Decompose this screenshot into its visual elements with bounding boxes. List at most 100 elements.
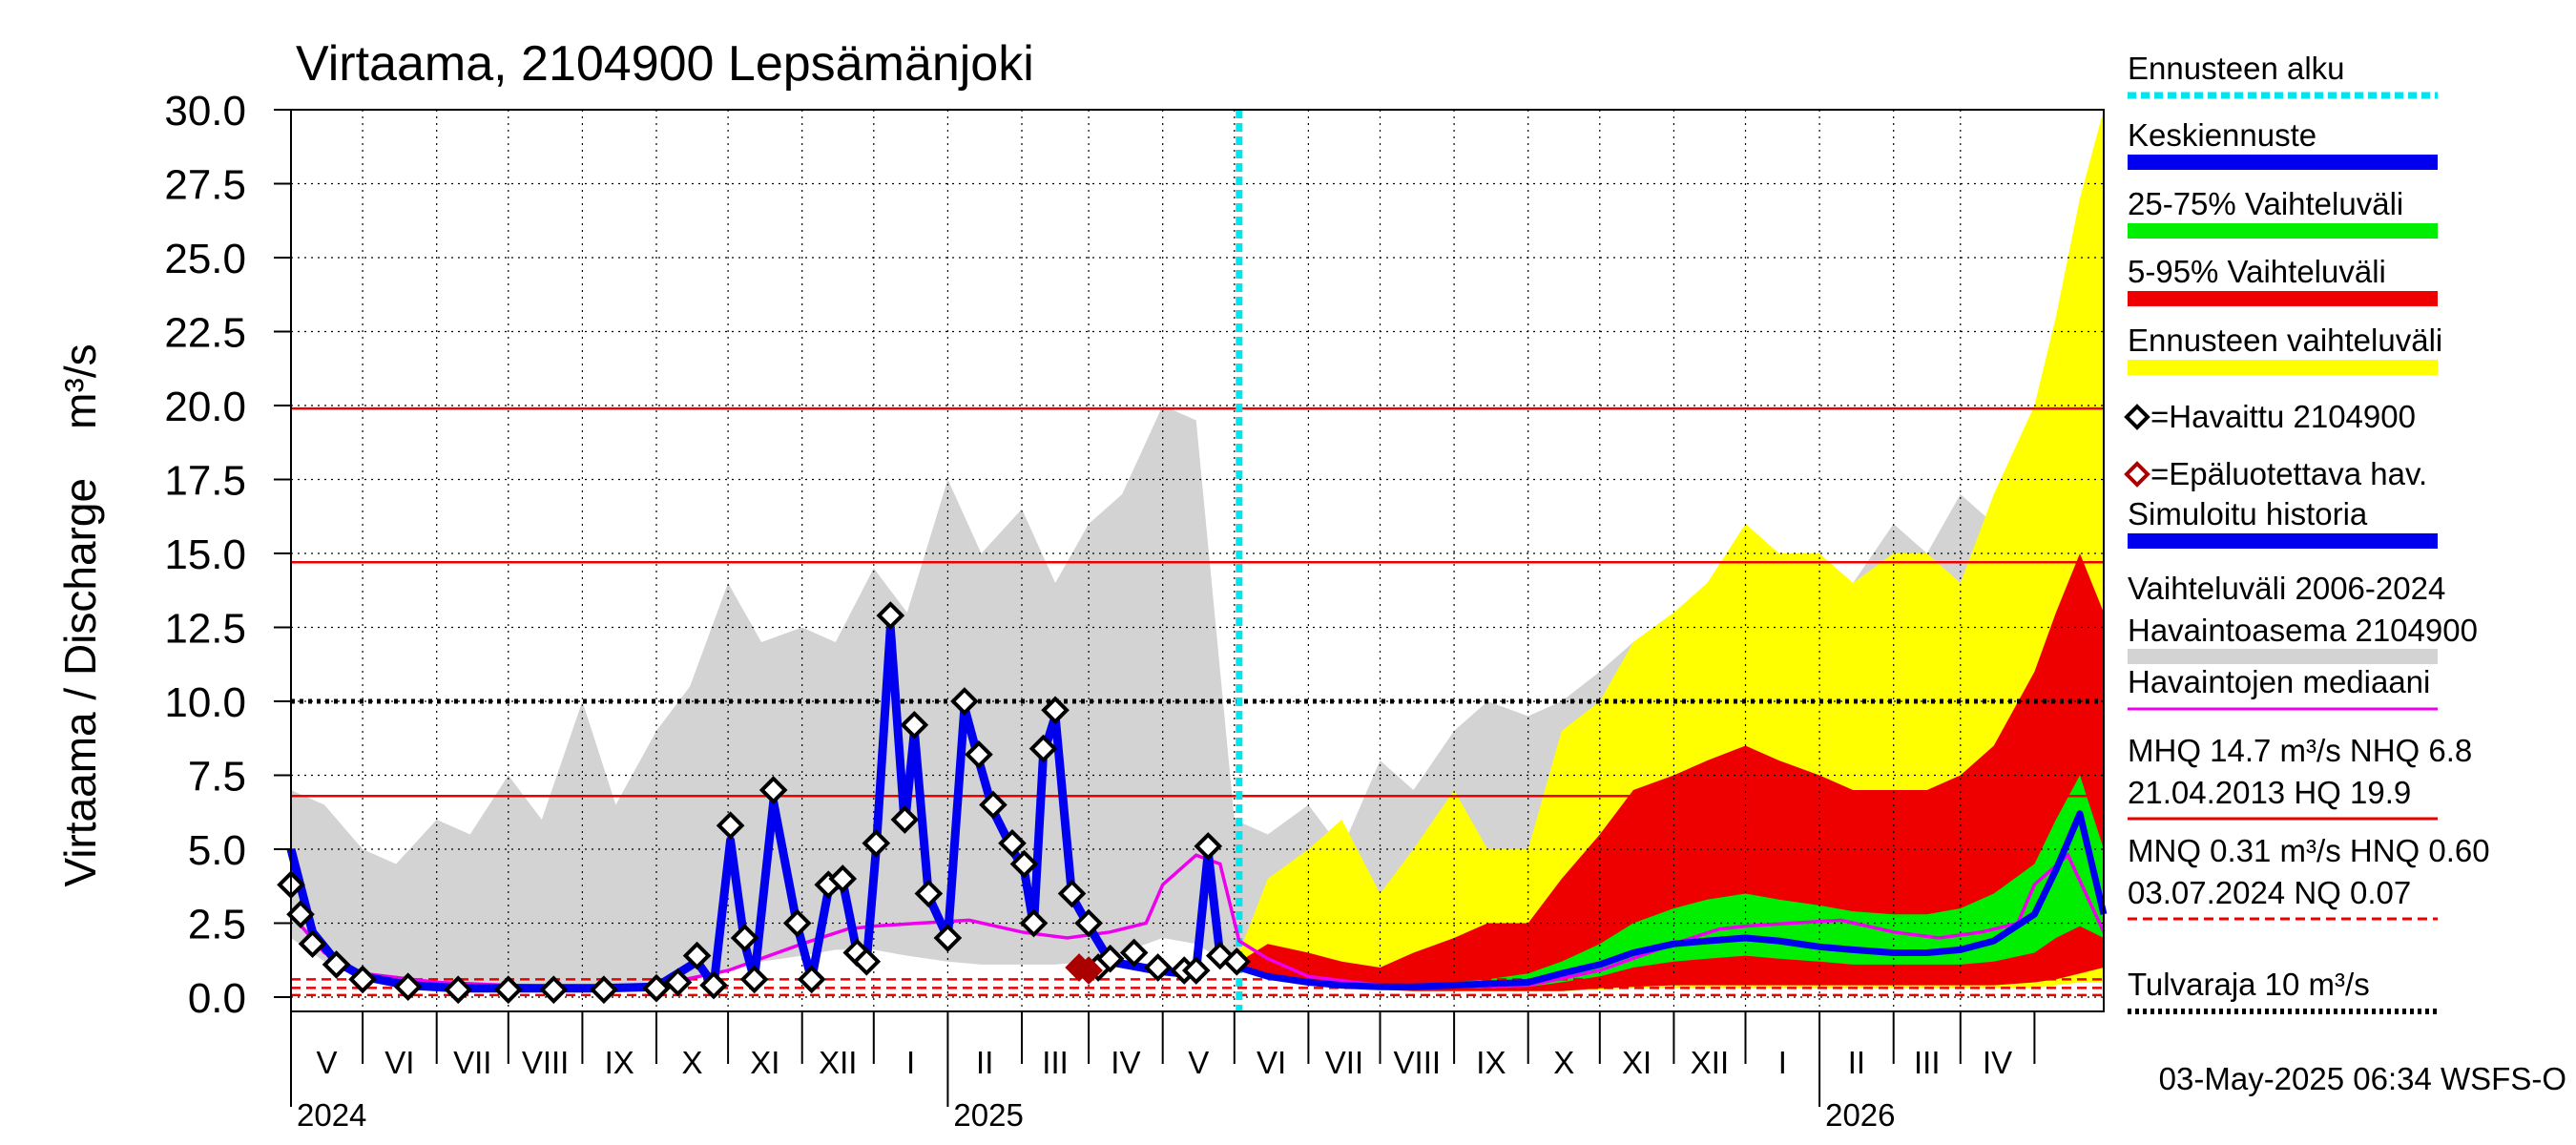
observed-points-layer (277, 601, 1252, 1005)
observed-point (1095, 944, 1125, 973)
month-label: IX (1476, 1045, 1506, 1080)
month-label: II (976, 1045, 993, 1080)
month-label: VII (1325, 1045, 1363, 1080)
month-label: III (1042, 1045, 1069, 1080)
legend-label-secondary: Havaintoasema 2104900 (2128, 613, 2478, 648)
observed-point (950, 687, 979, 716)
observed-point (348, 965, 377, 994)
month-label: IV (1983, 1045, 2012, 1080)
legend-label: =Epäluotettava hav. (2150, 456, 2427, 491)
observed-point (444, 975, 473, 1005)
y-tick-label: 12.5 (164, 606, 246, 653)
band-25-75 (1238, 775, 2104, 989)
band-5-95 (1238, 553, 2104, 991)
observed-point (1074, 908, 1103, 938)
legend-label: 5-95% Vaihteluväli (2128, 254, 2386, 289)
observed-point (730, 924, 759, 952)
month-label: XI (1622, 1045, 1652, 1080)
y-tick-label: 22.5 (164, 310, 246, 357)
observed-point (828, 864, 858, 893)
observed-point (758, 776, 788, 804)
month-label: III (1914, 1045, 1941, 1080)
legend-label-secondary: 03.07.2024 NQ 0.07 (2128, 875, 2411, 910)
year-label: 2024 (297, 1097, 366, 1133)
legend-label: 25-75% Vaihteluväli (2128, 186, 2403, 221)
month-label: IX (605, 1045, 634, 1080)
forecast-range-band (1238, 110, 2104, 991)
y-tick-label: 25.0 (164, 236, 246, 282)
month-label: VII (453, 1045, 491, 1080)
month-label: IV (1111, 1045, 1140, 1080)
observed-point (1119, 938, 1149, 968)
month-label: V (317, 1045, 338, 1080)
observed-point (393, 972, 423, 1001)
legend-diamond-icon (2124, 461, 2150, 488)
observed-point (682, 941, 712, 970)
y-tick-label: 5.0 (188, 827, 246, 874)
observed-point (890, 805, 920, 834)
observed-point (322, 950, 351, 979)
month-label: X (1553, 1045, 1574, 1080)
year-label: 2026 (1825, 1097, 1895, 1133)
observed-point (965, 739, 993, 769)
month-label: II (1848, 1045, 1865, 1080)
unreliable-point (1074, 956, 1103, 985)
month-label: XII (1691, 1045, 1729, 1080)
month-label: VI (384, 1045, 414, 1080)
y-tick-label: 10.0 (164, 679, 246, 726)
observed-point (699, 970, 728, 1000)
legend-label: Vaihteluväli 2006-2024 (2128, 571, 2445, 606)
observed-point (979, 790, 1008, 820)
month-label: XII (819, 1045, 857, 1080)
observed-point (739, 965, 769, 994)
legend-label: Simuloitu historia (2128, 496, 2368, 531)
legend-swatch (2128, 360, 2438, 375)
legend-label: Keskiennuste (2128, 117, 2316, 153)
legend-swatch (2128, 291, 2438, 306)
plot-frame (290, 109, 2105, 1012)
observed-point (1019, 908, 1049, 938)
observed-point (998, 828, 1027, 858)
observed-point (782, 908, 812, 938)
y-tick-label: 2.5 (188, 902, 246, 948)
observed-point (642, 973, 671, 1003)
month-label: I (1778, 1045, 1787, 1080)
reference-lines-layer (291, 110, 2104, 1011)
observed-point (862, 828, 891, 858)
legend-label: Havaintojen mediaani (2128, 664, 2430, 699)
plot-area (277, 109, 2108, 1011)
month-label: V (1188, 1045, 1209, 1080)
year-label: 2025 (953, 1097, 1023, 1133)
observed-point (1028, 734, 1058, 763)
legend-label: Ennusteen alku (2128, 51, 2345, 86)
legend-label: Ennusteen vaihteluväli (2128, 323, 2442, 358)
month-label: I (906, 1045, 915, 1080)
chart-title: Virtaama, 2104900 Lepsämänjoki (296, 36, 1034, 92)
observed-point (1009, 849, 1039, 879)
footer-timestamp: 03-May-2025 06:34 WSFS-O (2159, 1061, 2566, 1096)
x-axis: V VI VII VIII IX X XI XII I II III IV V VI VII VIII IX X X… (290, 1011, 2036, 1133)
legend-label: MHQ 14.7 m³/s NHQ 6.8 (2128, 733, 2472, 768)
observed-point (797, 965, 826, 994)
month-label: X (682, 1045, 703, 1080)
observed-point (298, 929, 327, 959)
y-tick-label: 0.0 (188, 975, 246, 1022)
observed-point (663, 968, 693, 997)
observed-point (1222, 947, 1252, 976)
legend-swatch (2128, 533, 2438, 549)
month-label: VI (1257, 1045, 1286, 1080)
observed-point (286, 900, 315, 929)
observed-point (900, 710, 929, 739)
observed-point (493, 975, 523, 1005)
observed-point (876, 601, 905, 630)
observed-point (914, 879, 944, 908)
forecast-bands-layer (1238, 110, 2104, 991)
legend: Ennusteen alku Keskiennuste 25-75% Vaihtel… (2124, 51, 2490, 1014)
legend-diamond-icon (2124, 404, 2150, 430)
month-label: XI (750, 1045, 779, 1080)
observed-point (590, 975, 618, 1005)
y-axis-label: Virtaama / Discharge m³/s (55, 344, 105, 886)
observed-point (1143, 953, 1173, 982)
y-tick-label: 30.0 (164, 88, 246, 135)
